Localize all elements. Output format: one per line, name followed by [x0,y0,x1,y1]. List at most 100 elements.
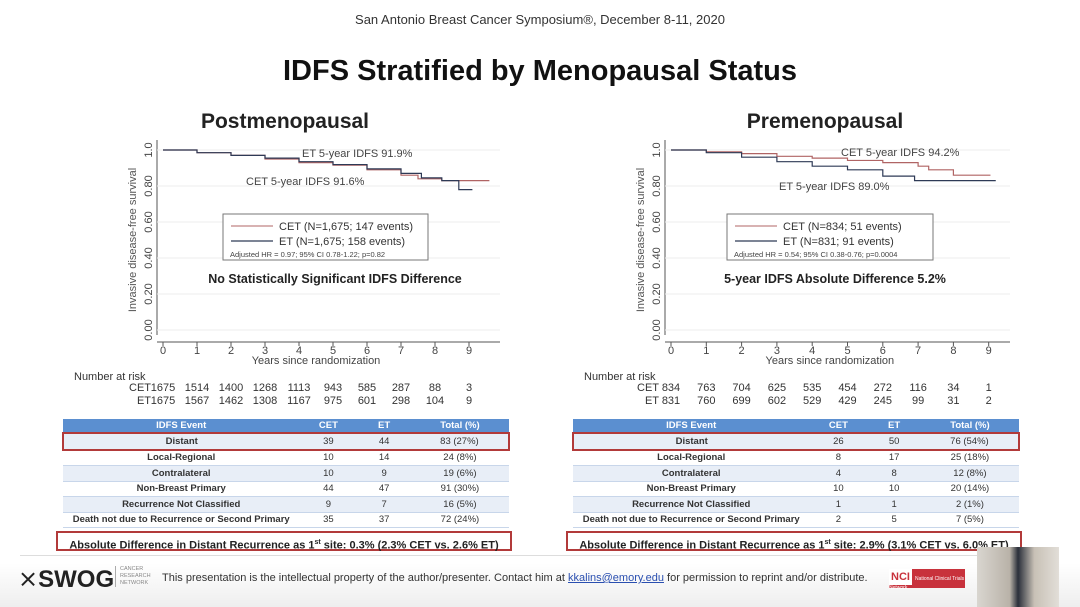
postmenopausal-distant-summary: Absolute Difference in Distant Recurrenc… [56,531,512,552]
risk-row-name: ET [645,395,659,407]
y-tick-label: 0.60 [651,211,663,232]
table-header-row: IDFS Event CET ET Total (%) [573,419,1019,433]
column-header: ET [867,419,921,433]
headline: 5-year IDFS Absolute Difference 5.2% [724,272,946,286]
table-cell: 9 [357,465,411,482]
table-cell: 17 [867,449,921,466]
table-row: Contralateral 4 8 12 (8%) [573,465,1019,482]
x-tick-label: 1 [194,345,200,357]
column-header: CET [299,419,358,433]
table-cell: 35 [299,512,358,528]
table-cell: 83 (27%) [410,432,511,451]
y-tick-label: 0.20 [651,283,663,304]
summary-sup: st [314,539,321,546]
risk-count: 601 [358,395,376,407]
risk-count: 3 [466,382,472,394]
annotation: CET 5-year IDFS 94.2% [841,147,960,159]
legend-cet: CET (N=1,675; 147 events) [279,221,413,233]
presenter-video [977,547,1059,607]
table-cell: Non-Breast Primary [63,481,300,497]
risk-count: 943 [324,382,342,394]
x-tick-label: 2 [739,345,745,357]
table-cell: 76 (54%) [920,432,1021,451]
footer-divider [20,555,1030,556]
table-cell: Local-Regional [573,449,810,466]
risk-count: 1675 [151,382,175,394]
risk-count: 1462 [219,395,243,407]
risk-row-name: ET [137,395,151,407]
risk-count: 9 [466,395,472,407]
headline: No Statistically Significant IDFS Differ… [208,272,462,286]
risk-count: 529 [803,395,821,407]
table-cell: 10 [809,481,868,497]
risk-count: 1675 [151,395,175,407]
risk-count: 975 [324,395,342,407]
risk-count: 831 [662,395,680,407]
table-cell: 10 [867,481,921,497]
x-tick-label: 9 [466,345,472,357]
risk-count: 104 [426,395,444,407]
y-tick-label: 1.0 [143,142,155,157]
risk-count: 1308 [253,395,277,407]
premenopausal-title: Premenopausal [746,110,904,133]
footer-text-post: for permission to reprint and/or distrib… [663,572,868,584]
table-cell: Local-Regional [63,449,300,466]
legend-et: ET (N=1,675; 158 events) [279,236,405,248]
table-cell: 8 [867,465,921,482]
x-tick-label: 6 [364,345,370,357]
table-cell: 5 [867,512,921,528]
table-cell: 7 (5%) [920,512,1019,528]
email-link[interactable]: kkalins@emory.edu [568,572,664,584]
legend-note: Adjusted HR = 0.97; 95% CI 0.78-1.22; p=… [230,250,385,259]
y-axis-label: Invasive disease-free survival [127,168,139,312]
column-header: IDFS Event [573,419,810,433]
risk-count: 31 [947,395,959,407]
x-tick-label: 3 [262,345,268,357]
y-tick-label: 0.00 [651,319,663,340]
risk-count: 1 [986,382,992,394]
table-row: Death not due to Recurrence or Second Pr… [63,512,509,528]
annotation: CET 5-year IDFS 91.6% [246,176,365,188]
y-axis-label: Invasive disease-free survival [635,168,647,312]
summary-text: site: 2.9% (3.1% CET vs. 6.0% ET) [830,539,1009,552]
table-cell: 10 [299,449,358,466]
x-tick-label: 3 [774,345,780,357]
summary-sup: st [824,539,831,546]
table-cell: Distant [571,432,810,451]
nci-subtext: National Clinical Trials Network [889,576,965,591]
risk-count: 1514 [185,382,209,394]
swog-logo: ⨯SWOG [18,565,114,594]
table-cell: 37 [357,512,411,528]
y-tick-label: 0.00 [143,319,155,340]
risk-row-name: CET [637,382,659,394]
legend-box [222,213,429,261]
x-tick-label: 8 [950,345,956,357]
conference-header: San Antonio Breast Cancer Symposium®, De… [355,12,725,27]
table-cell: 16 (5%) [410,496,509,513]
table-cell: 10 [299,465,358,482]
table-cell: 47 [357,481,411,497]
table-row: Non-Breast Primary 10 10 20 (14%) [573,481,1019,497]
risk-count: 763 [697,382,715,394]
x-tick-label: 5 [844,345,850,357]
x-tick-label: 7 [398,345,404,357]
table-cell: Death not due to Recurrence or Second Pr… [63,512,300,528]
table-cell: 2 (1%) [920,496,1019,513]
table-cell: 26 [809,432,868,451]
column-header: IDFS Event [63,419,300,433]
postmenopausal-km-chart: 0.00 0.20 0.40 0.60 0.80 1.0 0 1 2 3 4 5 6 7 8 9 Years s… [74,140,500,407]
nci-logo: NCI National Clinical Trials Network [889,569,965,591]
table-row: Distant 26 50 76 (54%) [571,432,1021,451]
table-cell: 91 (30%) [410,481,509,497]
risk-count: 704 [732,382,750,394]
dna-icon: ⨯ [18,566,39,593]
column-header: CET [809,419,868,433]
table-cell: 72 (24%) [410,512,509,528]
table-row: Local-Regional 10 14 24 (8%) [63,449,509,466]
risk-row-name: CET [129,382,151,394]
risk-count: 34 [947,382,959,394]
risk-count: 454 [838,382,856,394]
logo-subtitle: CANCER RESEARCH NETWORK [115,566,151,587]
x-tick-label: 0 [160,345,166,357]
risk-count: 834 [662,382,680,394]
